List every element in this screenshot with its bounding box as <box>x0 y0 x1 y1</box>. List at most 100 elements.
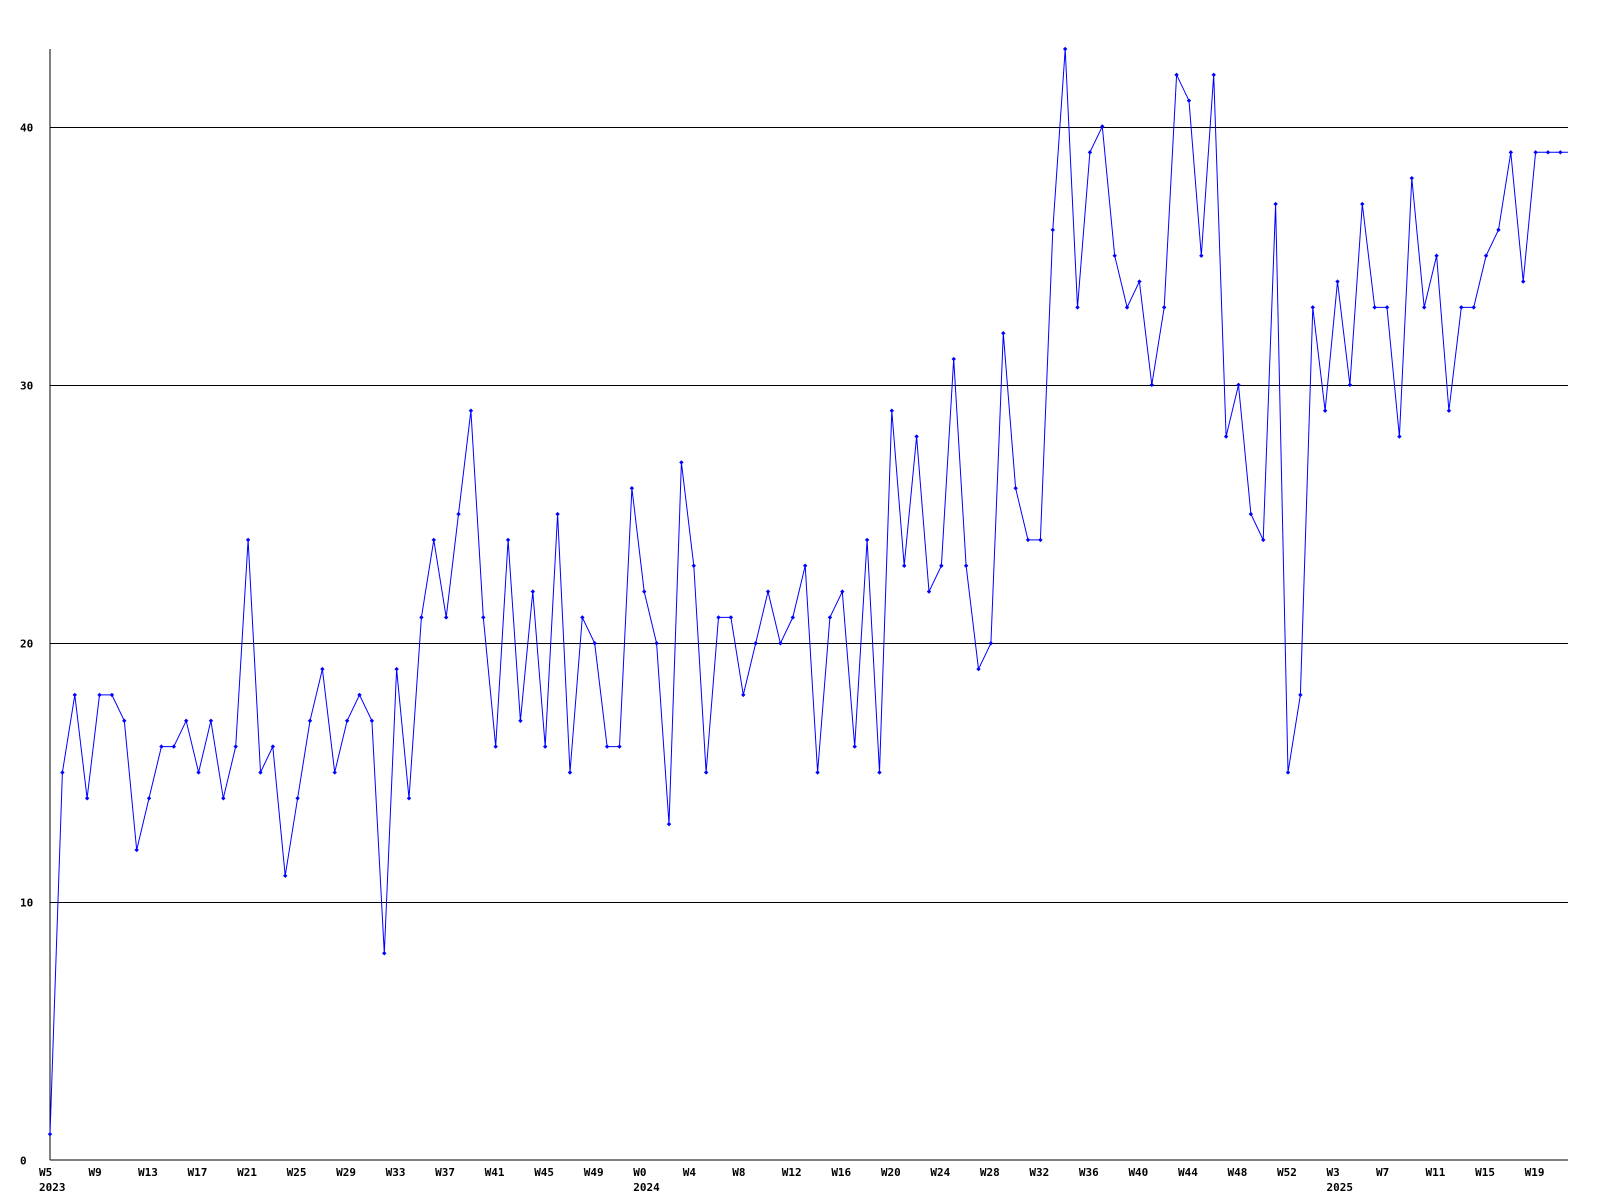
data-point <box>864 537 870 543</box>
series <box>47 46 1568 1137</box>
data-point <box>443 615 449 620</box>
data-point <box>183 718 189 723</box>
data-point <box>1137 279 1142 284</box>
data-point <box>518 718 523 723</box>
data-point <box>109 692 115 698</box>
x-tick-label: W16 <box>831 1166 851 1179</box>
y-tick-labels: 0 10 20 30 40 <box>20 122 33 1168</box>
data-point <box>134 847 139 853</box>
x-tick-label: W12 <box>782 1166 802 1179</box>
data-point <box>72 692 77 698</box>
data-point <box>802 563 808 568</box>
x-tick-label: W0 <box>633 1166 646 1179</box>
data-point <box>691 563 696 568</box>
data-point <box>406 796 412 801</box>
data-point <box>902 563 907 568</box>
data-point <box>852 744 857 749</box>
data-point <box>642 589 647 594</box>
data-point <box>939 563 944 568</box>
x-tick-label: W20 <box>881 1166 901 1179</box>
data-point <box>654 641 659 646</box>
x-tick-label: W37 <box>435 1166 455 1179</box>
data-point <box>431 537 436 543</box>
x-tick-label: W40 <box>1128 1166 1148 1179</box>
data-point <box>208 718 214 723</box>
x-tick-label: W49 <box>584 1166 604 1179</box>
x-tick-label: W13 <box>138 1166 158 1179</box>
data-point <box>1533 150 1538 155</box>
x-tick-label: W8 <box>732 1166 745 1179</box>
y-tick-label: 40 <box>20 122 33 135</box>
x-tick-label: W52 <box>1277 1166 1297 1179</box>
data-point <box>1483 253 1489 258</box>
data-point <box>468 408 474 413</box>
x-tick-label: W3 <box>1327 1166 1340 1179</box>
x-tick-label: W17 <box>188 1166 208 1179</box>
data-point <box>1050 227 1055 233</box>
x-year-label: 2025 <box>1327 1181 1354 1194</box>
data-point <box>1409 175 1414 181</box>
data-point <box>146 796 152 801</box>
data-point <box>122 718 127 723</box>
x-tick-label: W45 <box>534 1166 554 1179</box>
data-point <box>976 666 981 672</box>
data-point <box>877 770 882 775</box>
data-point <box>988 641 994 646</box>
data-point <box>703 770 709 775</box>
data-point <box>1496 227 1501 233</box>
data-point <box>1124 305 1130 310</box>
data-point <box>295 796 300 801</box>
series-line <box>49 48 1568 1135</box>
data-point <box>1421 305 1427 310</box>
data-point <box>456 511 461 517</box>
data-point <box>914 434 919 439</box>
data-point <box>567 770 573 775</box>
data-point <box>1521 279 1526 284</box>
data-point <box>382 951 387 956</box>
data-point <box>245 537 251 543</box>
data-point <box>1508 150 1514 155</box>
data-point <box>307 718 313 723</box>
x-tick-label: W33 <box>386 1166 406 1179</box>
data-point <box>1360 201 1365 207</box>
data-point <box>97 692 102 698</box>
data-point <box>1273 201 1278 207</box>
data-point <box>332 770 337 775</box>
data-point <box>1174 72 1179 78</box>
data-point <box>580 615 585 620</box>
data-point <box>1285 770 1291 775</box>
x-tick-label: W11 <box>1426 1166 1446 1179</box>
x-tick-label: W5 <box>39 1166 52 1179</box>
data-point <box>1372 305 1377 310</box>
data-point <box>394 666 399 672</box>
data-point <box>1545 150 1551 155</box>
y-tick-label: 10 <box>20 897 33 910</box>
data-point <box>555 511 560 517</box>
data-point <box>629 486 635 491</box>
data-point <box>666 821 672 827</box>
y-tick-label: 20 <box>20 638 33 651</box>
data-point <box>765 589 771 594</box>
x-tick-label: W25 <box>287 1166 307 1179</box>
data-point <box>963 563 969 568</box>
data-point <box>1199 253 1204 258</box>
data-point <box>1558 150 1563 155</box>
x-year-label: 2023 <box>39 1181 66 1194</box>
y-tick-label: 30 <box>20 380 33 393</box>
x-tick-label: W21 <box>237 1166 257 1179</box>
x-tick-label: W36 <box>1079 1166 1099 1179</box>
x-tick-labels: W5 2023 W9 W13 W17 W21 W25 W29 W33 W37 W41 W45 W49 W0… <box>39 1166 1544 1194</box>
data-point <box>1087 150 1093 155</box>
x-tick-label: W24 <box>930 1166 950 1179</box>
data-point <box>1434 253 1439 258</box>
data-point <box>1013 486 1018 491</box>
data-point <box>617 744 622 749</box>
data-point <box>344 718 350 723</box>
data-point <box>1397 434 1402 439</box>
data-point <box>815 770 820 775</box>
data-point <box>1446 408 1452 413</box>
data-point <box>283 873 288 878</box>
data-point <box>1162 305 1167 310</box>
data-point <box>1261 537 1266 543</box>
